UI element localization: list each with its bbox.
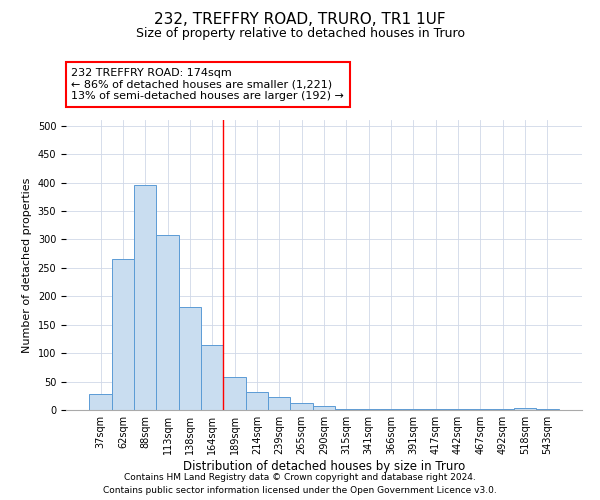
Bar	[134, 186, 157, 410]
Bar	[112, 260, 134, 410]
Bar	[514, 408, 536, 410]
Text: Contains HM Land Registry data © Crown copyright and database right 2024.: Contains HM Land Registry data © Crown c…	[124, 474, 476, 482]
Bar	[89, 394, 112, 410]
Bar	[179, 306, 201, 410]
Y-axis label: Number of detached properties: Number of detached properties	[22, 178, 32, 352]
Bar	[313, 406, 335, 410]
Bar	[223, 377, 246, 410]
Bar	[246, 392, 268, 410]
Text: 232, TREFFRY ROAD, TRURO, TR1 1UF: 232, TREFFRY ROAD, TRURO, TR1 1UF	[154, 12, 446, 28]
Text: Contains public sector information licensed under the Open Government Licence v3: Contains public sector information licen…	[103, 486, 497, 495]
Text: Size of property relative to detached houses in Truro: Size of property relative to detached ho…	[136, 28, 464, 40]
Bar	[157, 236, 179, 410]
Text: 232 TREFFRY ROAD: 174sqm
← 86% of detached houses are smaller (1,221)
13% of sem: 232 TREFFRY ROAD: 174sqm ← 86% of detach…	[71, 68, 344, 101]
Bar	[290, 402, 313, 410]
Bar	[268, 397, 290, 410]
X-axis label: Distribution of detached houses by size in Truro: Distribution of detached houses by size …	[183, 460, 465, 473]
Bar	[335, 409, 358, 410]
Bar	[201, 344, 223, 410]
